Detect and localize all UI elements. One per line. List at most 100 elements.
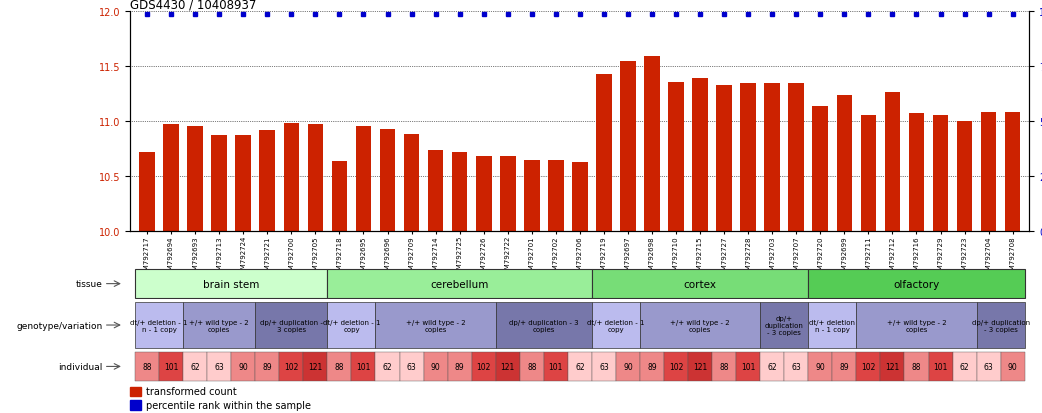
- Text: 88: 88: [719, 362, 729, 371]
- Bar: [765, 83, 780, 231]
- Bar: [403, 135, 419, 231]
- Bar: [327, 302, 375, 348]
- Bar: [568, 352, 592, 381]
- Bar: [1000, 352, 1024, 381]
- Text: cerebellum: cerebellum: [430, 279, 489, 289]
- Bar: [188, 126, 203, 231]
- Text: +/+ wild type - 2
copies: +/+ wild type - 2 copies: [405, 319, 466, 332]
- Bar: [664, 352, 688, 381]
- Bar: [399, 352, 424, 381]
- Bar: [761, 352, 785, 381]
- Bar: [375, 352, 399, 381]
- Bar: [640, 352, 664, 381]
- Bar: [692, 79, 708, 231]
- Bar: [212, 136, 227, 231]
- Bar: [1004, 113, 1020, 231]
- Bar: [544, 352, 568, 381]
- Text: 101: 101: [549, 362, 563, 371]
- Bar: [837, 95, 852, 231]
- Text: 88: 88: [334, 362, 344, 371]
- Bar: [164, 125, 179, 231]
- Text: cortex: cortex: [684, 279, 717, 289]
- Text: percentile rank within the sample: percentile rank within the sample: [147, 400, 312, 410]
- Bar: [928, 352, 952, 381]
- Text: dt/+ deletion - 1
copy: dt/+ deletion - 1 copy: [323, 319, 380, 332]
- Text: 62: 62: [575, 362, 585, 371]
- Bar: [159, 352, 183, 381]
- Text: +/+ wild type - 2
copies: +/+ wild type - 2 copies: [887, 319, 946, 332]
- Text: 90: 90: [430, 362, 441, 371]
- Text: +/+ wild type - 2
copies: +/+ wild type - 2 copies: [190, 319, 249, 332]
- Text: dt/+ deletion - 1
n - 1 copy: dt/+ deletion - 1 n - 1 copy: [130, 319, 188, 332]
- Bar: [933, 115, 948, 231]
- Bar: [861, 115, 876, 231]
- Text: genotype/variation: genotype/variation: [17, 321, 102, 330]
- Bar: [640, 302, 761, 348]
- Text: 101: 101: [164, 362, 178, 371]
- Text: 121: 121: [308, 362, 323, 371]
- Bar: [183, 302, 255, 348]
- Bar: [809, 302, 857, 348]
- Text: 102: 102: [862, 362, 875, 371]
- Bar: [904, 352, 928, 381]
- Text: 62: 62: [191, 362, 200, 371]
- Text: 89: 89: [455, 362, 465, 371]
- Text: olfactory: olfactory: [893, 279, 940, 289]
- Bar: [130, 387, 141, 396]
- Text: 63: 63: [406, 362, 417, 371]
- Text: dt/+ deletion - 1
copy: dt/+ deletion - 1 copy: [588, 319, 645, 332]
- Text: 121: 121: [500, 362, 515, 371]
- Text: 90: 90: [623, 362, 632, 371]
- Bar: [351, 352, 375, 381]
- Bar: [548, 160, 564, 231]
- Text: 102: 102: [284, 362, 298, 371]
- Bar: [452, 152, 468, 231]
- Text: 62: 62: [960, 362, 969, 371]
- Bar: [857, 352, 880, 381]
- Bar: [279, 352, 303, 381]
- Bar: [736, 352, 761, 381]
- Text: dp/+ duplication -
3 copies: dp/+ duplication - 3 copies: [259, 319, 323, 332]
- Bar: [952, 352, 976, 381]
- Bar: [592, 352, 616, 381]
- Bar: [976, 302, 1024, 348]
- Bar: [981, 113, 996, 231]
- Text: 62: 62: [382, 362, 393, 371]
- Bar: [135, 302, 183, 348]
- Bar: [331, 161, 347, 231]
- Text: 121: 121: [693, 362, 708, 371]
- Bar: [885, 92, 900, 231]
- Text: 62: 62: [767, 362, 777, 371]
- Text: 89: 89: [840, 362, 849, 371]
- Bar: [761, 302, 809, 348]
- Text: individual: individual: [58, 362, 102, 371]
- Text: transformed count: transformed count: [147, 386, 238, 396]
- Bar: [379, 130, 395, 231]
- Bar: [880, 352, 904, 381]
- Bar: [616, 352, 640, 381]
- Bar: [375, 302, 496, 348]
- Bar: [909, 114, 924, 231]
- Bar: [976, 352, 1000, 381]
- Text: 102: 102: [476, 362, 491, 371]
- Bar: [130, 400, 141, 410]
- Text: 101: 101: [356, 362, 371, 371]
- Text: 63: 63: [984, 362, 993, 371]
- Text: 88: 88: [527, 362, 537, 371]
- Bar: [741, 83, 756, 231]
- Bar: [592, 269, 809, 299]
- Text: 101: 101: [934, 362, 948, 371]
- Text: 88: 88: [912, 362, 921, 371]
- Text: 121: 121: [886, 362, 899, 371]
- Bar: [448, 352, 472, 381]
- Bar: [355, 126, 371, 231]
- Bar: [668, 83, 684, 231]
- Bar: [813, 107, 828, 231]
- Bar: [524, 160, 540, 231]
- Bar: [283, 124, 299, 231]
- Text: brain stem: brain stem: [203, 279, 259, 289]
- Text: 90: 90: [816, 362, 825, 371]
- Bar: [496, 302, 592, 348]
- Bar: [620, 62, 636, 231]
- Bar: [857, 302, 976, 348]
